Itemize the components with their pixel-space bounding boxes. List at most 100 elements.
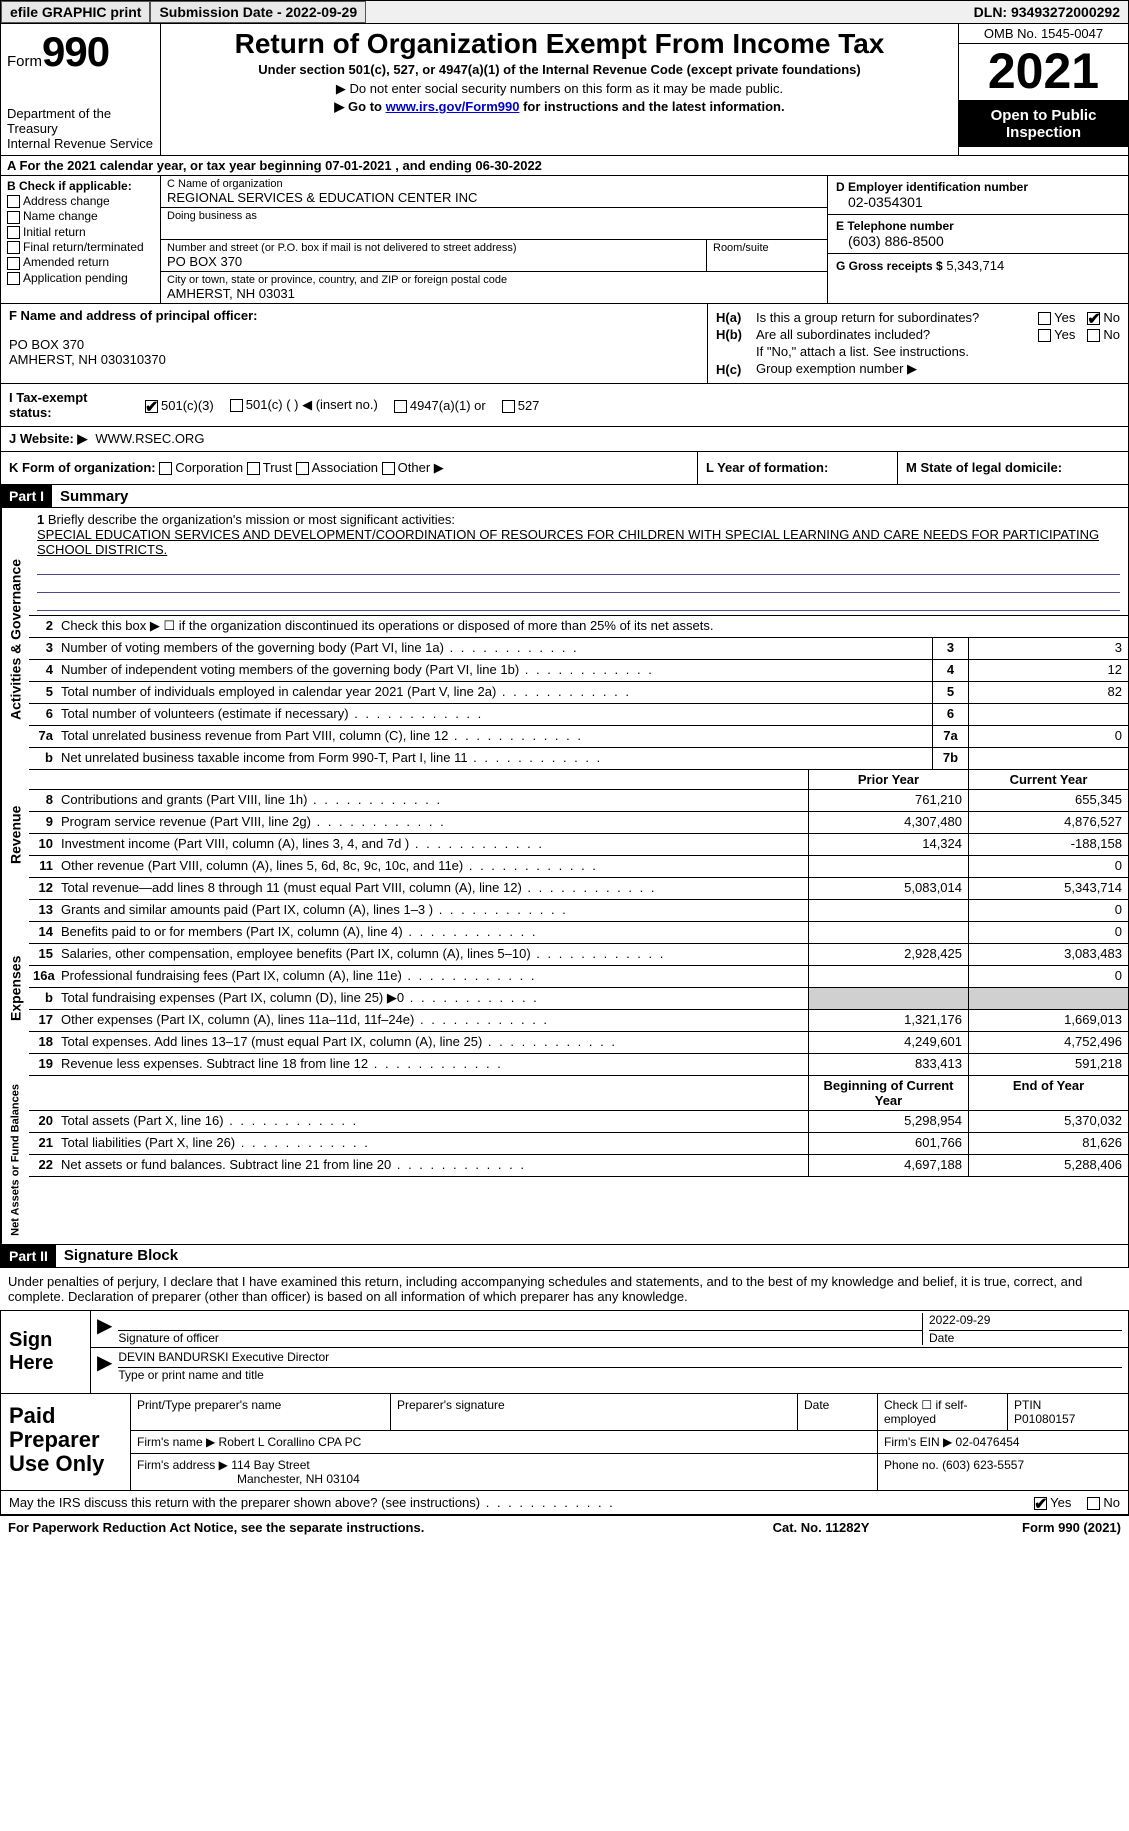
- dept-treasury: Department of the Treasury: [7, 106, 154, 136]
- sig-officer-label: Signature of officer: [118, 1331, 922, 1345]
- c-addr-label: Number and street (or P.O. box if mail i…: [167, 242, 700, 254]
- may-discuss-row: May the IRS discuss this return with the…: [0, 1491, 1129, 1515]
- header-sub2: ▶ Do not enter social security numbers o…: [167, 81, 952, 97]
- header-left: Form990 Department of the Treasury Inter…: [1, 24, 161, 155]
- sub3-suffix: for instructions and the latest informat…: [519, 99, 784, 114]
- form-number: Form990: [7, 28, 154, 76]
- footer-form: Form 990 (2021): [921, 1520, 1121, 1535]
- grid-net: Net Assets or Fund Balances Beginning of…: [0, 1076, 1129, 1245]
- may-no[interactable]: No: [1087, 1495, 1120, 1510]
- preparer-block: Paid Preparer Use Only Print/Type prepar…: [0, 1394, 1129, 1491]
- q1-num: 1: [37, 512, 44, 527]
- k-trust[interactable]: Trust: [247, 460, 292, 475]
- hb-label: H(b): [716, 327, 756, 342]
- calendar-year-row: A For the 2021 calendar year, or tax yea…: [0, 156, 1129, 176]
- declaration-text: Under penalties of perjury, I declare th…: [0, 1268, 1129, 1311]
- d-phone-value: (603) 886-8500: [836, 233, 1120, 249]
- header-sub3: ▶ Go to www.irs.gov/Form990 for instruct…: [167, 99, 952, 115]
- d-ein-label: D Employer identification number: [836, 180, 1120, 194]
- k-other[interactable]: Other ▶: [382, 460, 444, 475]
- c-city-label: City or town, state or province, country…: [167, 274, 821, 286]
- sign-here-label: Sign Here: [1, 1311, 91, 1393]
- part1-title: Summary: [52, 488, 128, 505]
- col-b: B Check if applicable: Address change Na…: [1, 176, 161, 303]
- ha-label: H(a): [716, 310, 756, 325]
- submission-date: Submission Date - 2022-09-29: [150, 1, 366, 23]
- dln-label: DLN: 93493272000292: [966, 2, 1128, 22]
- b-opt-4[interactable]: Amended return: [7, 255, 154, 269]
- table-row: 5Total number of individuals employed in…: [29, 682, 1128, 704]
- i-4947[interactable]: 4947(a)(1) or: [394, 398, 486, 413]
- irs-link[interactable]: www.irs.gov/Form990: [386, 99, 520, 114]
- tax-year: 2021: [959, 44, 1128, 101]
- d-gross-label: G Gross receipts $: [836, 259, 943, 273]
- table-row: 14Benefits paid to or for members (Part …: [29, 922, 1128, 944]
- k-row: K Form of organization: Corporation Trus…: [0, 452, 1129, 485]
- table-row: 3Number of voting members of the governi…: [29, 638, 1128, 660]
- ha-yes[interactable]: Yes: [1038, 310, 1075, 325]
- b-opt-1[interactable]: Name change: [7, 209, 154, 223]
- b-opt-2[interactable]: Initial return: [7, 225, 154, 239]
- i-501c[interactable]: 501(c) ( ) ◀ (insert no.): [230, 397, 378, 413]
- form-word: Form: [7, 53, 42, 70]
- q2-text: Check this box ▶ ☐ if the organization d…: [57, 616, 1128, 637]
- table-row: 17Other expenses (Part IX, column (A), l…: [29, 1010, 1128, 1032]
- form-990: 990: [42, 28, 109, 75]
- block-bcd: B Check if applicable: Address change Na…: [0, 176, 1129, 304]
- k-assoc[interactable]: Association: [296, 460, 378, 475]
- sub3-prefix: ▶ Go to: [334, 99, 385, 114]
- col-h: H(a) Is this a group return for subordin…: [708, 304, 1128, 383]
- b-opt-5[interactable]: Application pending: [7, 271, 154, 285]
- hdr-prior: Prior Year: [808, 770, 968, 789]
- prep-check[interactable]: Check ☐ if self-employed: [878, 1394, 1008, 1430]
- b-opt-0[interactable]: Address change: [7, 194, 154, 208]
- hb-no[interactable]: No: [1087, 327, 1120, 342]
- col-d: D Employer identification number 02-0354…: [828, 176, 1128, 303]
- status-row: I Tax-exempt status: 501(c)(3) 501(c) ( …: [0, 384, 1129, 427]
- hdr-curr: Current Year: [968, 770, 1128, 789]
- table-row: 18Total expenses. Add lines 13–17 (must …: [29, 1032, 1128, 1054]
- footer-notice: For Paperwork Reduction Act Notice, see …: [8, 1520, 721, 1535]
- i-label: I Tax-exempt status:: [9, 390, 129, 420]
- table-row: 21Total liabilities (Part X, line 26)601…: [29, 1133, 1128, 1155]
- name-title-value: DEVIN BANDURSKI Executive Director: [118, 1350, 1122, 1368]
- b-opt-3[interactable]: Final return/terminated: [7, 240, 154, 254]
- table-row: 16aProfessional fundraising fees (Part I…: [29, 966, 1128, 988]
- hb-text: Are all subordinates included?: [756, 327, 1038, 342]
- ha-no[interactable]: No: [1087, 310, 1120, 325]
- may-text: May the IRS discuss this return with the…: [9, 1495, 1034, 1510]
- hdr-beg: Beginning of Current Year: [808, 1076, 968, 1110]
- i-527[interactable]: 527: [502, 398, 540, 413]
- may-yes[interactable]: Yes: [1034, 1495, 1071, 1510]
- l-year-formation: L Year of formation:: [698, 452, 898, 484]
- c-dba-label: Doing business as: [167, 210, 821, 222]
- i-501c3[interactable]: 501(c)(3): [145, 398, 214, 413]
- prep-sig-label: Preparer's signature: [391, 1394, 798, 1430]
- efile-button[interactable]: efile GRAPHIC print: [1, 1, 150, 23]
- form-title: Return of Organization Exempt From Incom…: [167, 28, 952, 60]
- c-room-label: Room/suite: [713, 242, 821, 254]
- d-phone-label: E Telephone number: [836, 219, 1120, 233]
- side-gov: Activities & Governance: [1, 508, 29, 770]
- block-fh: F Name and address of principal officer:…: [0, 304, 1129, 384]
- k-corp[interactable]: Corporation: [159, 460, 243, 475]
- sign-block: Sign Here ▶ Signature of officer 2022-09…: [0, 1311, 1129, 1394]
- hb-yes[interactable]: Yes: [1038, 327, 1075, 342]
- q1-text: Briefly describe the organization's miss…: [48, 512, 455, 527]
- hc-text: Group exemption number ▶: [756, 361, 1120, 377]
- arrow-icon: ▶: [97, 1350, 112, 1382]
- table-row: 7aTotal unrelated business revenue from …: [29, 726, 1128, 748]
- part2-title: Signature Block: [56, 1247, 178, 1264]
- side-net: Net Assets or Fund Balances: [1, 1076, 29, 1244]
- f-addr1: PO BOX 370: [9, 337, 699, 352]
- firm-name: Firm's name ▶ Robert L Corallino CPA PC: [131, 1431, 878, 1453]
- col-f: F Name and address of principal officer:…: [1, 304, 708, 383]
- hb-note: If "No," attach a list. See instructions…: [756, 344, 1120, 359]
- prep-date-label: Date: [798, 1394, 878, 1430]
- part2-header: Part II Signature Block: [0, 1245, 1129, 1268]
- grid-governance: Activities & Governance 1 Briefly descri…: [0, 508, 1129, 770]
- name-title-label: Type or print name and title: [118, 1368, 1122, 1382]
- j-label: J Website: ▶: [9, 431, 87, 447]
- q1-value: SPECIAL EDUCATION SERVICES AND DEVELOPME…: [37, 527, 1099, 557]
- table-row: 15Salaries, other compensation, employee…: [29, 944, 1128, 966]
